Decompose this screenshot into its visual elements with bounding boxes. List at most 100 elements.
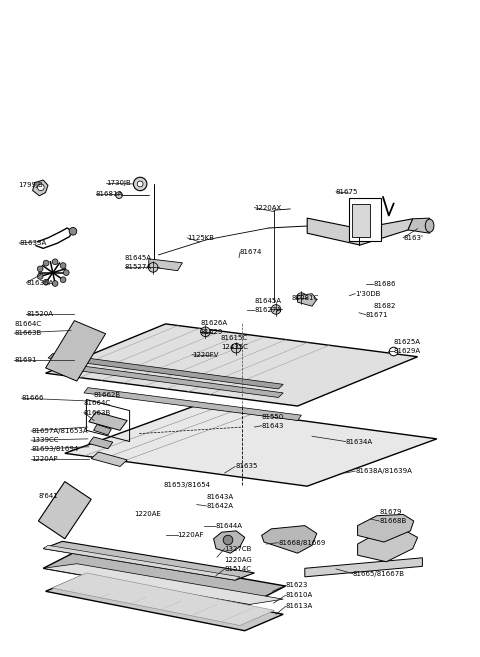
Circle shape <box>116 192 122 198</box>
Text: 1125KB: 1125KB <box>187 235 214 241</box>
Text: 81679: 81679 <box>379 509 402 515</box>
Text: 81527A: 81527A <box>125 263 152 270</box>
Text: 1339CC: 1339CC <box>31 437 59 443</box>
Text: 81645A: 81645A <box>254 298 281 304</box>
Polygon shape <box>305 558 422 577</box>
Text: 81081C: 81081C <box>292 294 319 301</box>
Circle shape <box>137 181 143 187</box>
Circle shape <box>231 344 241 353</box>
Circle shape <box>37 266 43 272</box>
Text: 1220AF: 1220AF <box>178 532 204 539</box>
Text: 81514C: 81514C <box>225 566 252 572</box>
Text: 1327CB: 1327CB <box>225 545 252 552</box>
Text: 81626A: 81626A <box>201 320 228 327</box>
Text: 8'641: 8'641 <box>38 493 58 499</box>
Text: 81691: 81691 <box>14 357 37 363</box>
Text: 1'30DB: 1'30DB <box>355 290 381 297</box>
Polygon shape <box>358 514 414 542</box>
Text: 81668/81669: 81668/81669 <box>278 539 326 546</box>
Text: 81634A: 81634A <box>346 438 373 445</box>
Circle shape <box>37 273 43 279</box>
Polygon shape <box>43 550 286 604</box>
Circle shape <box>389 347 398 356</box>
Circle shape <box>60 277 66 283</box>
Polygon shape <box>38 482 91 539</box>
Polygon shape <box>307 218 413 245</box>
Text: 1220AE: 1220AE <box>134 511 161 518</box>
Text: 81644A: 81644A <box>215 522 242 529</box>
Text: 81613A: 81613A <box>286 603 313 610</box>
Text: 81520A: 81520A <box>26 311 53 317</box>
Polygon shape <box>46 575 283 631</box>
Text: 1220AX: 1220AX <box>254 204 282 211</box>
Text: 81643A: 81643A <box>206 494 234 501</box>
Circle shape <box>201 327 210 336</box>
Circle shape <box>148 263 158 272</box>
Polygon shape <box>52 573 275 625</box>
Polygon shape <box>48 353 283 389</box>
Polygon shape <box>358 531 418 562</box>
Circle shape <box>223 535 233 545</box>
Text: 81645A: 81645A <box>125 254 152 261</box>
Text: 8163': 8163' <box>403 235 423 241</box>
Circle shape <box>60 263 66 269</box>
Polygon shape <box>214 531 245 553</box>
Text: 81671: 81671 <box>366 311 388 318</box>
Text: 81686: 81686 <box>373 281 396 287</box>
Text: 81653/81654: 81653/81654 <box>163 482 210 488</box>
Ellipse shape <box>425 219 434 233</box>
Text: 81693/81694: 81693/81694 <box>31 446 78 453</box>
Polygon shape <box>149 259 182 271</box>
Text: 81627A: 81627A <box>254 307 282 313</box>
Circle shape <box>133 177 147 191</box>
Text: 81666: 81666 <box>22 395 44 401</box>
Text: 81550: 81550 <box>262 414 284 420</box>
Text: 81643: 81643 <box>262 422 284 429</box>
Text: 81615C: 81615C <box>221 335 248 342</box>
Text: 81642A: 81642A <box>206 503 233 509</box>
Text: 81681A: 81681A <box>96 191 123 198</box>
Text: 81665/81667B: 81665/81667B <box>353 570 405 577</box>
Text: 81629A: 81629A <box>394 348 421 355</box>
Text: 81657A/81653A: 81657A/81653A <box>31 428 88 434</box>
Polygon shape <box>46 324 418 406</box>
Text: 81625A: 81625A <box>394 339 420 346</box>
Polygon shape <box>33 180 48 196</box>
Text: 81623: 81623 <box>286 582 308 589</box>
Text: 81629: 81629 <box>201 329 223 336</box>
Polygon shape <box>298 294 317 306</box>
Text: 1799JB: 1799JB <box>18 182 43 189</box>
Circle shape <box>271 305 281 314</box>
Polygon shape <box>43 541 254 580</box>
Polygon shape <box>43 545 240 580</box>
Polygon shape <box>48 362 283 397</box>
Text: 81638A/81639A: 81638A/81639A <box>355 468 412 474</box>
Polygon shape <box>46 321 106 381</box>
Circle shape <box>52 281 58 286</box>
Text: 81668B: 81668B <box>379 518 407 524</box>
Text: 81682: 81682 <box>373 302 396 309</box>
Text: 1220FV: 1220FV <box>192 351 218 358</box>
Circle shape <box>43 279 49 285</box>
Circle shape <box>52 259 58 265</box>
Circle shape <box>297 293 306 302</box>
Text: 81664C: 81664C <box>84 400 111 407</box>
Text: 81664C: 81664C <box>14 321 42 327</box>
Polygon shape <box>94 424 111 435</box>
Polygon shape <box>262 526 317 553</box>
Text: 81610A: 81610A <box>286 592 313 599</box>
Text: 1220AP: 1220AP <box>31 455 58 462</box>
Polygon shape <box>408 218 430 233</box>
Polygon shape <box>89 437 113 449</box>
Polygon shape <box>91 452 127 466</box>
Text: 81663B: 81663B <box>14 330 42 336</box>
Polygon shape <box>65 406 437 486</box>
Text: 81663B: 81663B <box>84 409 111 416</box>
Text: 81635: 81635 <box>235 463 258 470</box>
Text: 1220AG: 1220AG <box>225 556 252 563</box>
Text: 81662B: 81662B <box>94 392 121 398</box>
Polygon shape <box>89 412 127 430</box>
Text: 81674: 81674 <box>240 249 263 256</box>
Polygon shape <box>43 564 283 604</box>
FancyBboxPatch shape <box>352 204 370 237</box>
